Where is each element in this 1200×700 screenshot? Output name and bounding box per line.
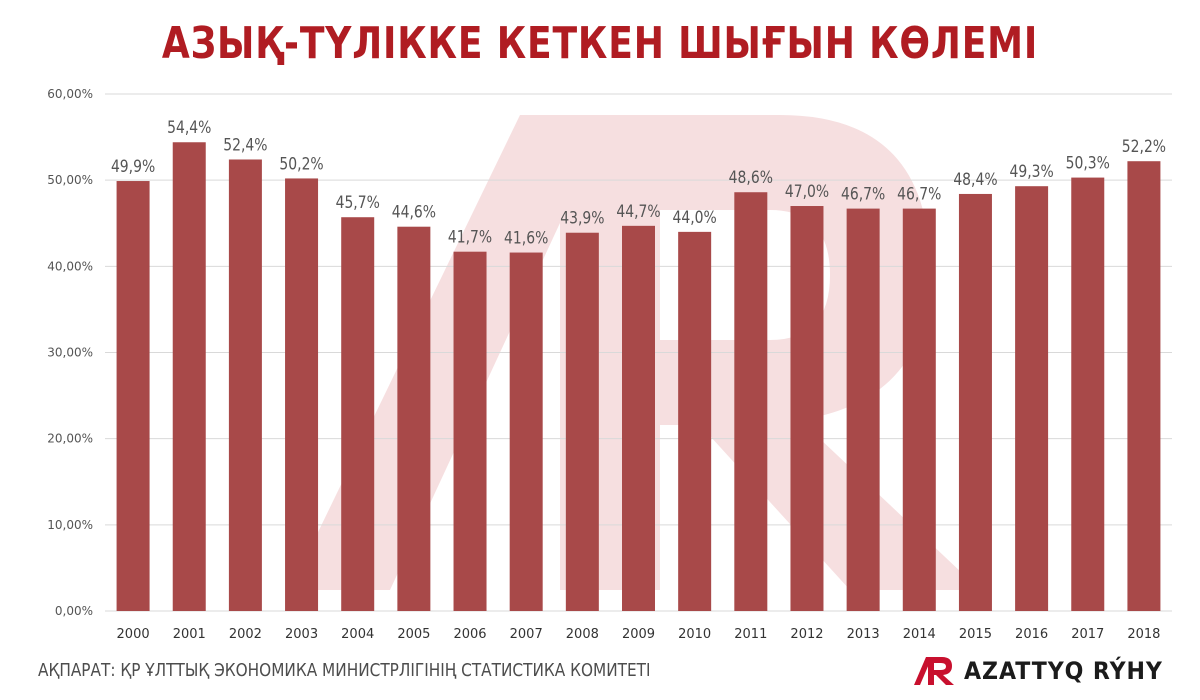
data-label: 46,7%	[897, 184, 941, 204]
x-tick-label: 2018	[1127, 627, 1160, 642]
bar	[453, 251, 487, 611]
x-tick-label: 2014	[903, 627, 936, 642]
x-axis-ticks: 2000 2001 2002 2003 2004 2005 2006 2007 2008 2009…	[117, 627, 1161, 642]
y-tick-label: 60,00%	[47, 87, 93, 101]
brand-logo[interactable]: AZATTYQ RÝHY	[912, 655, 1180, 687]
x-tick-label: 2006	[453, 627, 486, 642]
logo-text: AZATTYQ RÝHY	[964, 657, 1163, 685]
y-tick-label: 40,00%	[47, 259, 93, 273]
data-label: 48,4%	[953, 170, 997, 190]
x-tick-label: 2011	[734, 627, 767, 642]
bar	[116, 181, 150, 612]
x-tick-label: 2004	[341, 627, 374, 642]
bars	[116, 142, 1161, 612]
bar	[172, 142, 206, 611]
bar	[228, 159, 262, 611]
data-label: 43,9%	[560, 208, 604, 228]
x-tick-label: 2001	[173, 627, 206, 642]
x-tick-label: 2008	[566, 627, 599, 642]
bar	[622, 225, 655, 611]
data-label: 44,0%	[673, 208, 717, 228]
x-tick-label: 2017	[1071, 627, 1104, 642]
bar	[734, 192, 768, 612]
data-label: 44,7%	[616, 202, 660, 222]
x-tick-label: 2010	[678, 627, 711, 642]
data-label: 54,4%	[167, 118, 211, 138]
data-label: 49,3%	[1009, 162, 1053, 182]
data-label: 52,2%	[1122, 137, 1166, 157]
bar	[1015, 186, 1049, 611]
y-tick-label: 20,00%	[47, 432, 93, 446]
data-labels: 49,9% 54,4% 52,4% 50,2% 45,7% 44,6% 41,7% 41,6%…	[111, 118, 1166, 248]
bar	[397, 226, 431, 612]
data-label: 46,7%	[841, 184, 885, 204]
bar	[565, 232, 599, 611]
bar	[958, 193, 992, 611]
bar	[1071, 177, 1105, 611]
bar	[902, 208, 936, 611]
bar	[678, 231, 712, 611]
data-label: 45,7%	[336, 193, 380, 213]
x-tick-label: 2003	[285, 627, 318, 642]
data-label: 44,6%	[392, 202, 436, 222]
x-tick-label: 2013	[847, 627, 880, 642]
x-tick-label: 2007	[510, 627, 543, 642]
x-tick-label: 2015	[959, 627, 992, 642]
bar	[1127, 161, 1161, 611]
y-tick-label: 10,00%	[47, 518, 93, 532]
bar	[341, 217, 375, 612]
y-tick-label: 50,00%	[47, 173, 93, 187]
data-label: 47,0%	[785, 182, 829, 202]
data-label: 41,6%	[504, 228, 548, 248]
logo-r-icon	[914, 657, 954, 685]
data-label: 50,3%	[1066, 153, 1110, 173]
bar	[509, 252, 543, 611]
y-tick-label: 0,00%	[55, 604, 93, 618]
y-axis-ticks: 0,00% 10,00% 20,00% 30,00% 40,00% 50,00% 60,00…	[47, 87, 93, 618]
x-tick-label: 2012	[790, 627, 823, 642]
chart-title: АЗЫҚ-ТҮЛІККЕ КЕТКЕН ШЫҒЫН КӨЛЕМІ	[161, 18, 1039, 69]
y-tick-label: 30,00%	[47, 346, 93, 360]
data-label: 50,2%	[279, 154, 323, 174]
bar	[790, 206, 824, 611]
bar	[846, 208, 880, 611]
data-label: 49,9%	[111, 157, 155, 177]
bar	[285, 178, 319, 611]
data-label: 48,6%	[729, 168, 773, 188]
x-tick-label: 2005	[397, 627, 430, 642]
x-tick-label: 2009	[622, 627, 655, 642]
x-tick-label: 2000	[117, 627, 150, 642]
x-tick-label: 2016	[1015, 627, 1048, 642]
data-label: 41,7%	[448, 227, 492, 247]
source-note: АҚПАРАТ: ҚР ҰЛТТЫҚ ЭКОНОМИКА МИНИСТРЛІГІ…	[38, 660, 651, 681]
x-tick-label: 2002	[229, 627, 262, 642]
data-label: 52,4%	[223, 135, 267, 155]
